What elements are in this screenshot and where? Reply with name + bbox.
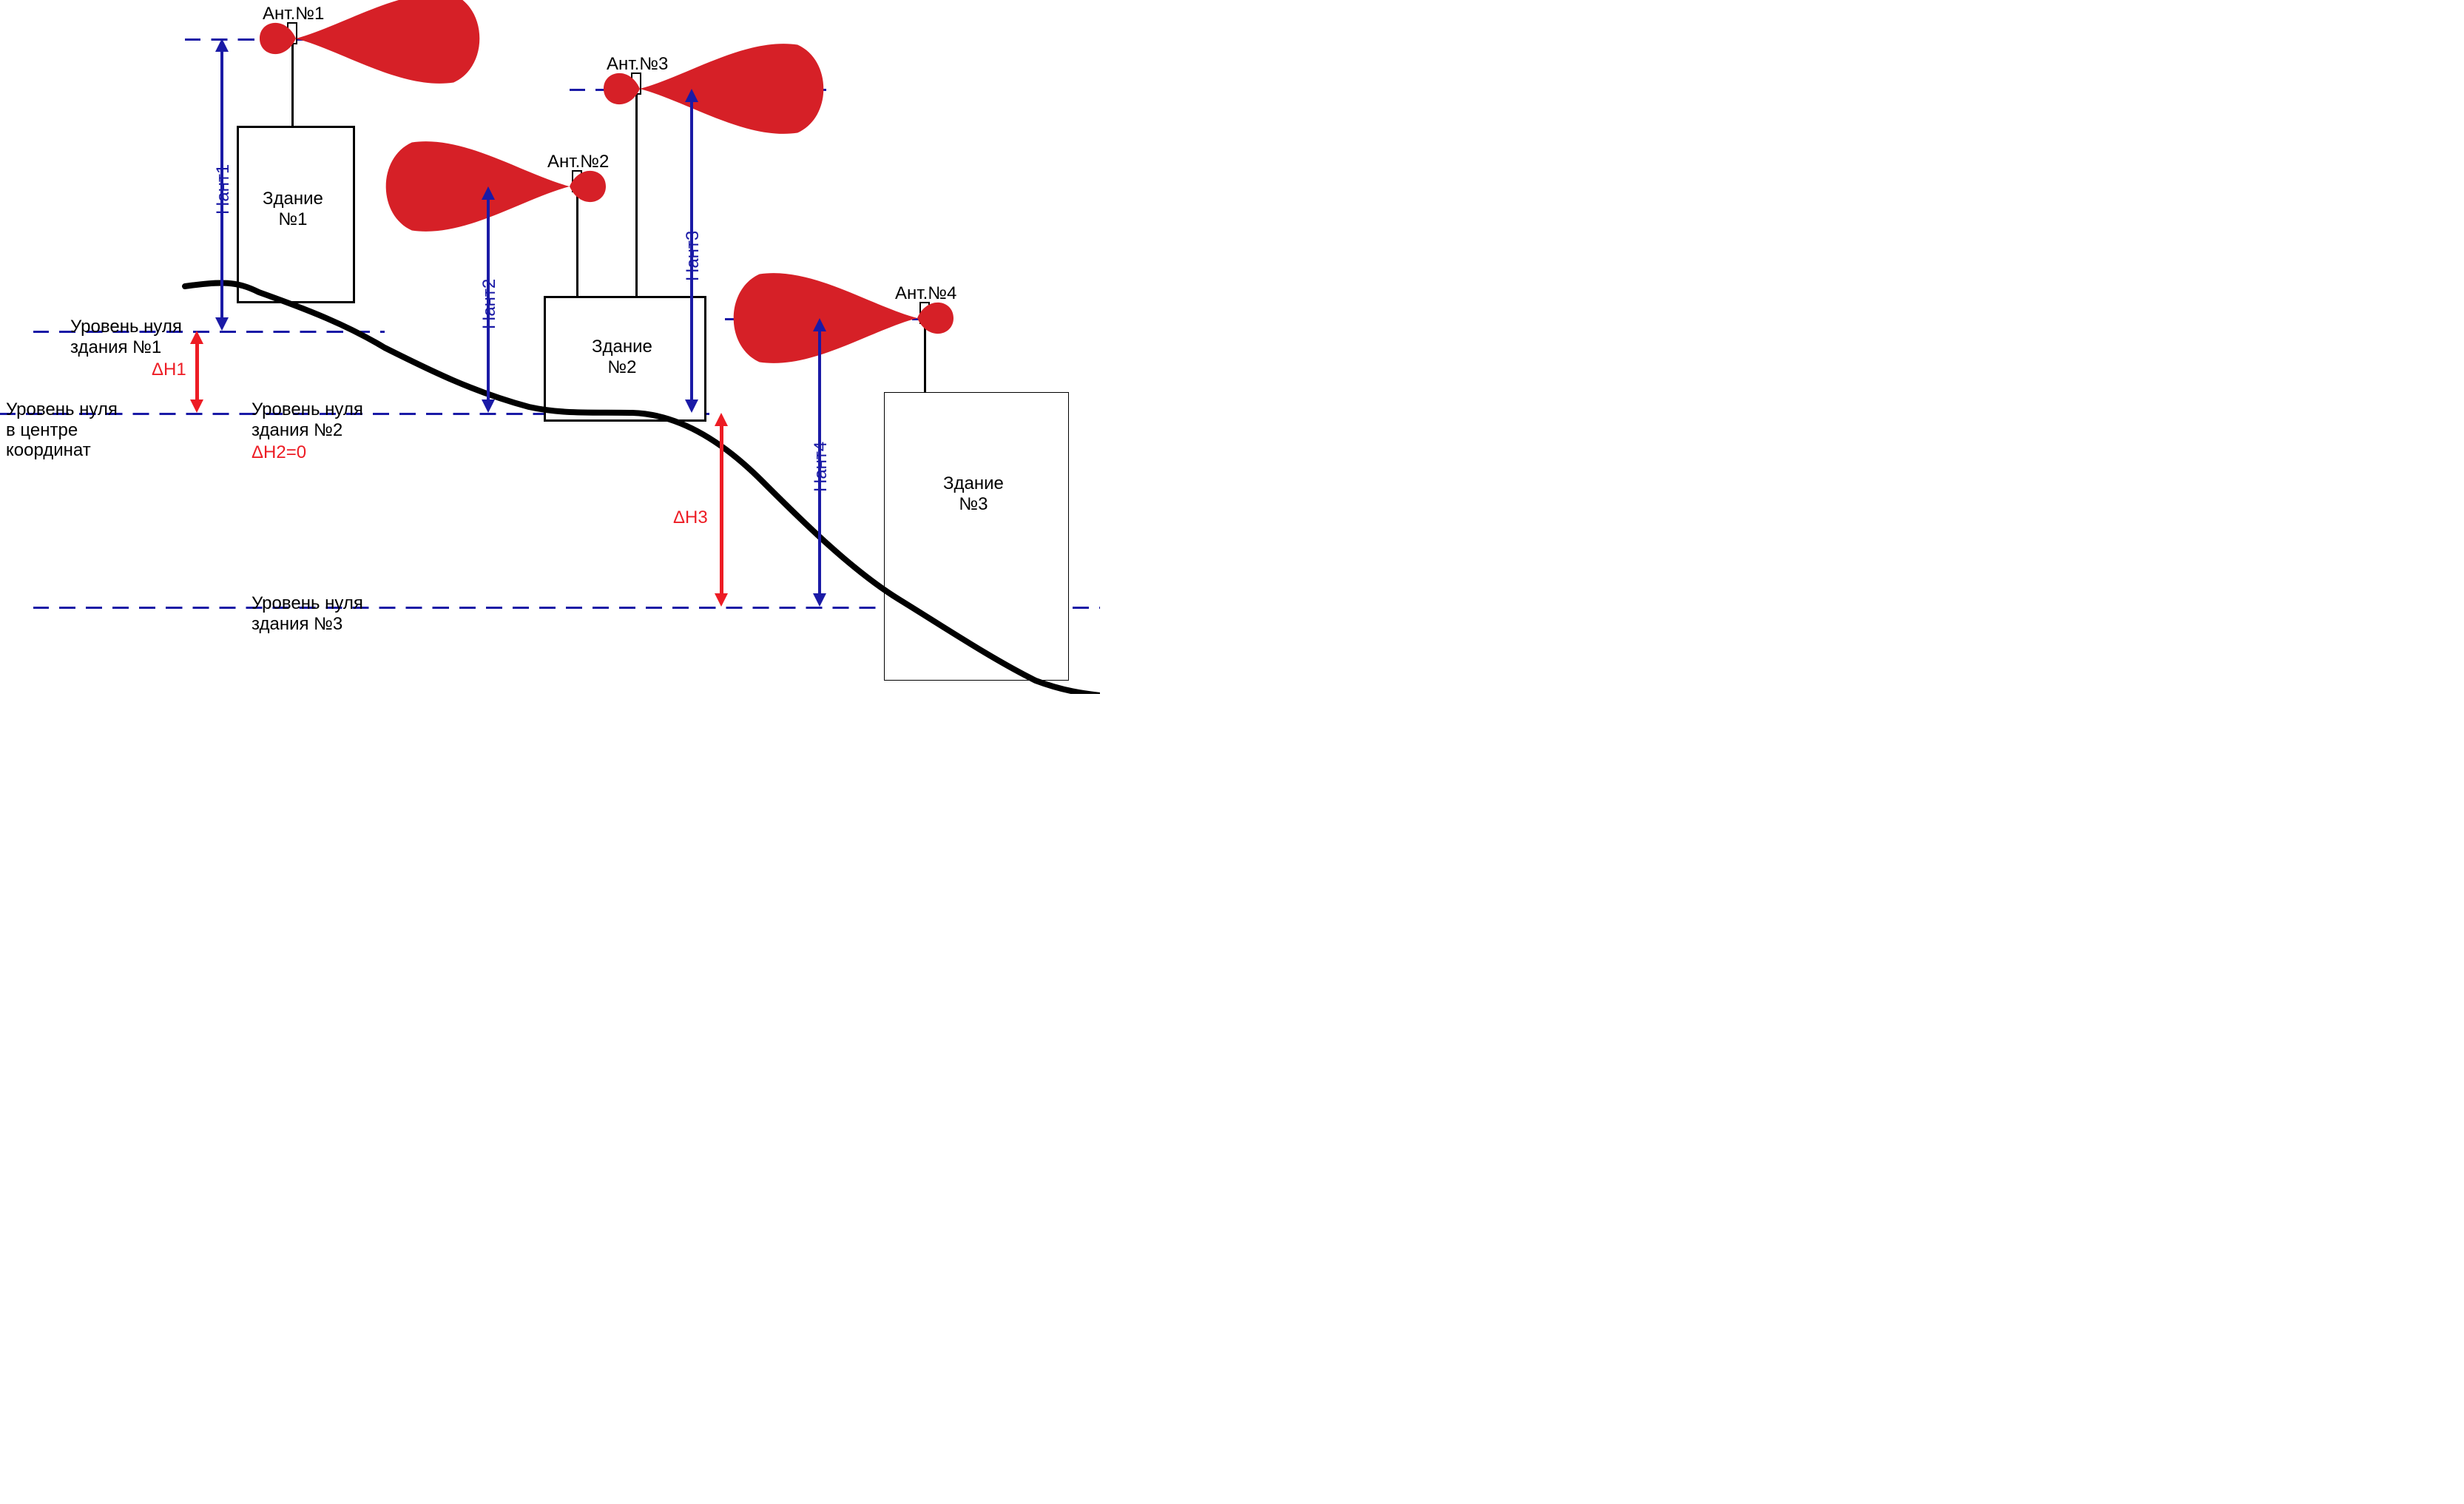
antenna-level-line-a1 xyxy=(185,38,362,41)
label-hant3: Нант3 xyxy=(683,231,703,281)
label-hant2: Нант2 xyxy=(479,279,500,329)
antenna-feed-a1 xyxy=(287,22,297,44)
building-b3 xyxy=(884,392,1069,681)
arrowhead-up-Hant2 xyxy=(482,186,495,200)
building-label-b2: Здание №2 xyxy=(592,337,652,377)
text-dH2: ΔН2=0 xyxy=(252,442,306,463)
arrowhead-down-Hant4 xyxy=(813,593,826,607)
arrowhead-up-dH3 xyxy=(715,413,728,426)
arrowhead-down-dH3 xyxy=(715,593,728,607)
text-lvl_b3: Уровень нуля здания №3 xyxy=(252,593,363,634)
label-hant4: Нант4 xyxy=(811,442,831,492)
arrowhead-down-Hant1 xyxy=(215,317,229,331)
arrowhead-up-Hant4 xyxy=(813,318,826,331)
label-dh1: ΔН1 xyxy=(152,360,186,380)
arrowhead-up-dH1 xyxy=(190,331,203,344)
arrowhead-down-Hant2 xyxy=(482,399,495,413)
antenna-level-line-a4 xyxy=(725,318,932,320)
text-lvl_b1: Уровень нуля здания №1 xyxy=(70,317,182,357)
mast-a2 xyxy=(576,192,578,296)
building-label-b3: Здание №3 xyxy=(943,473,1004,514)
antenna-feed-a4 xyxy=(919,302,930,324)
mast-a4 xyxy=(924,324,926,392)
antenna-level-line-a2 xyxy=(411,186,584,189)
antenna-label-a1: Ант.№1 xyxy=(263,4,324,24)
building-label-b1: Здание №1 xyxy=(263,189,323,229)
label-hant1: Нант1 xyxy=(213,164,234,215)
antenna-label-a2: Ант.№2 xyxy=(547,152,609,172)
antenna-level-line-a3 xyxy=(570,89,836,91)
arrowhead-down-dH1 xyxy=(190,399,203,413)
arrowhead-down-Hant3 xyxy=(685,399,698,413)
antenna-label-a4: Ант.№4 xyxy=(895,283,956,304)
antenna-feed-a2 xyxy=(572,170,582,192)
antenna-label-a3: Ант.№3 xyxy=(607,54,668,75)
arrowhead-up-Hant1 xyxy=(215,38,229,52)
mast-a3 xyxy=(635,95,638,296)
text-lvl_b2: Уровень нуля здания №2 xyxy=(252,399,363,440)
arrow-dH3 xyxy=(720,420,723,599)
arrow-dH1 xyxy=(195,338,199,405)
arrowhead-up-Hant3 xyxy=(685,89,698,102)
label-dh3: ΔН3 xyxy=(673,507,708,528)
diagram-stage: Здание №1 Здание №2 Здание №3 Ант.№1 Ант.№2 А… xyxy=(0,0,1100,694)
antenna-feed-a3 xyxy=(631,72,641,95)
text-lvl_ctr: Уровень нуля в центре координат xyxy=(6,399,118,461)
mast-a1 xyxy=(291,44,294,126)
